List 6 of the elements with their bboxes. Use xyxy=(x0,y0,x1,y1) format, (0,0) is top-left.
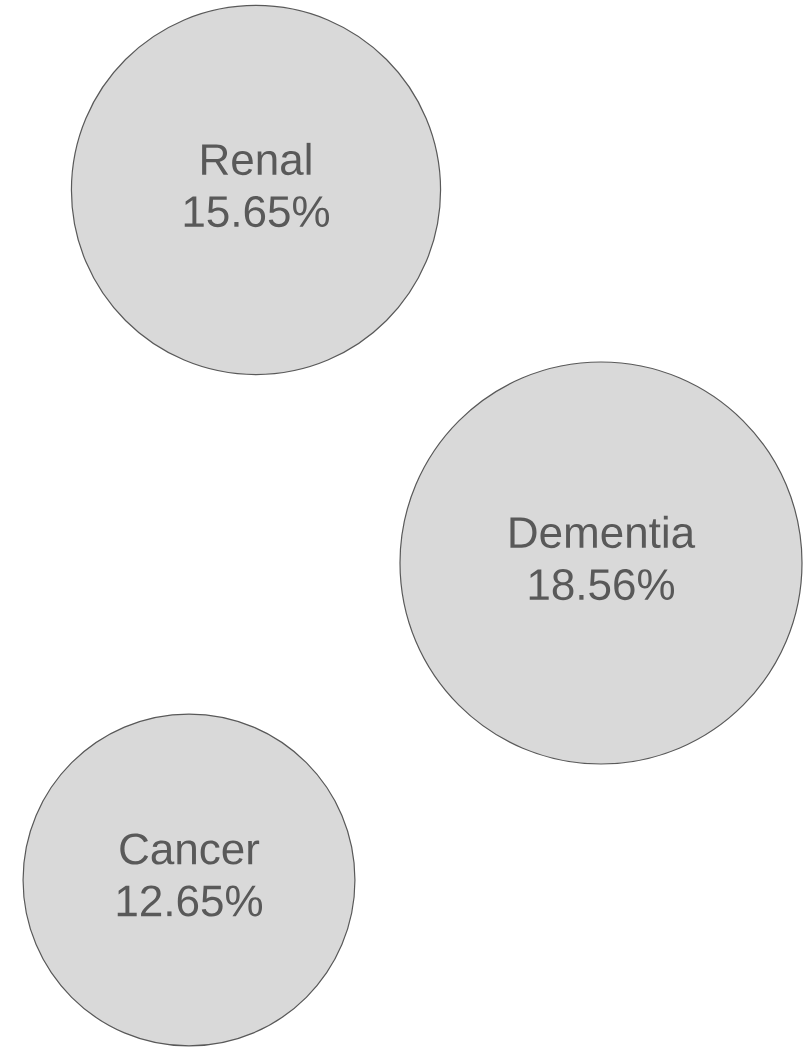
data-label: 12.65% xyxy=(117,885,263,917)
category-label: Renal xyxy=(202,142,311,176)
data-label: 15.65% xyxy=(184,196,330,228)
category-label: Cancer xyxy=(120,833,260,865)
category-label: Dementia xyxy=(510,515,696,549)
data-label: 18.56% xyxy=(529,569,675,601)
